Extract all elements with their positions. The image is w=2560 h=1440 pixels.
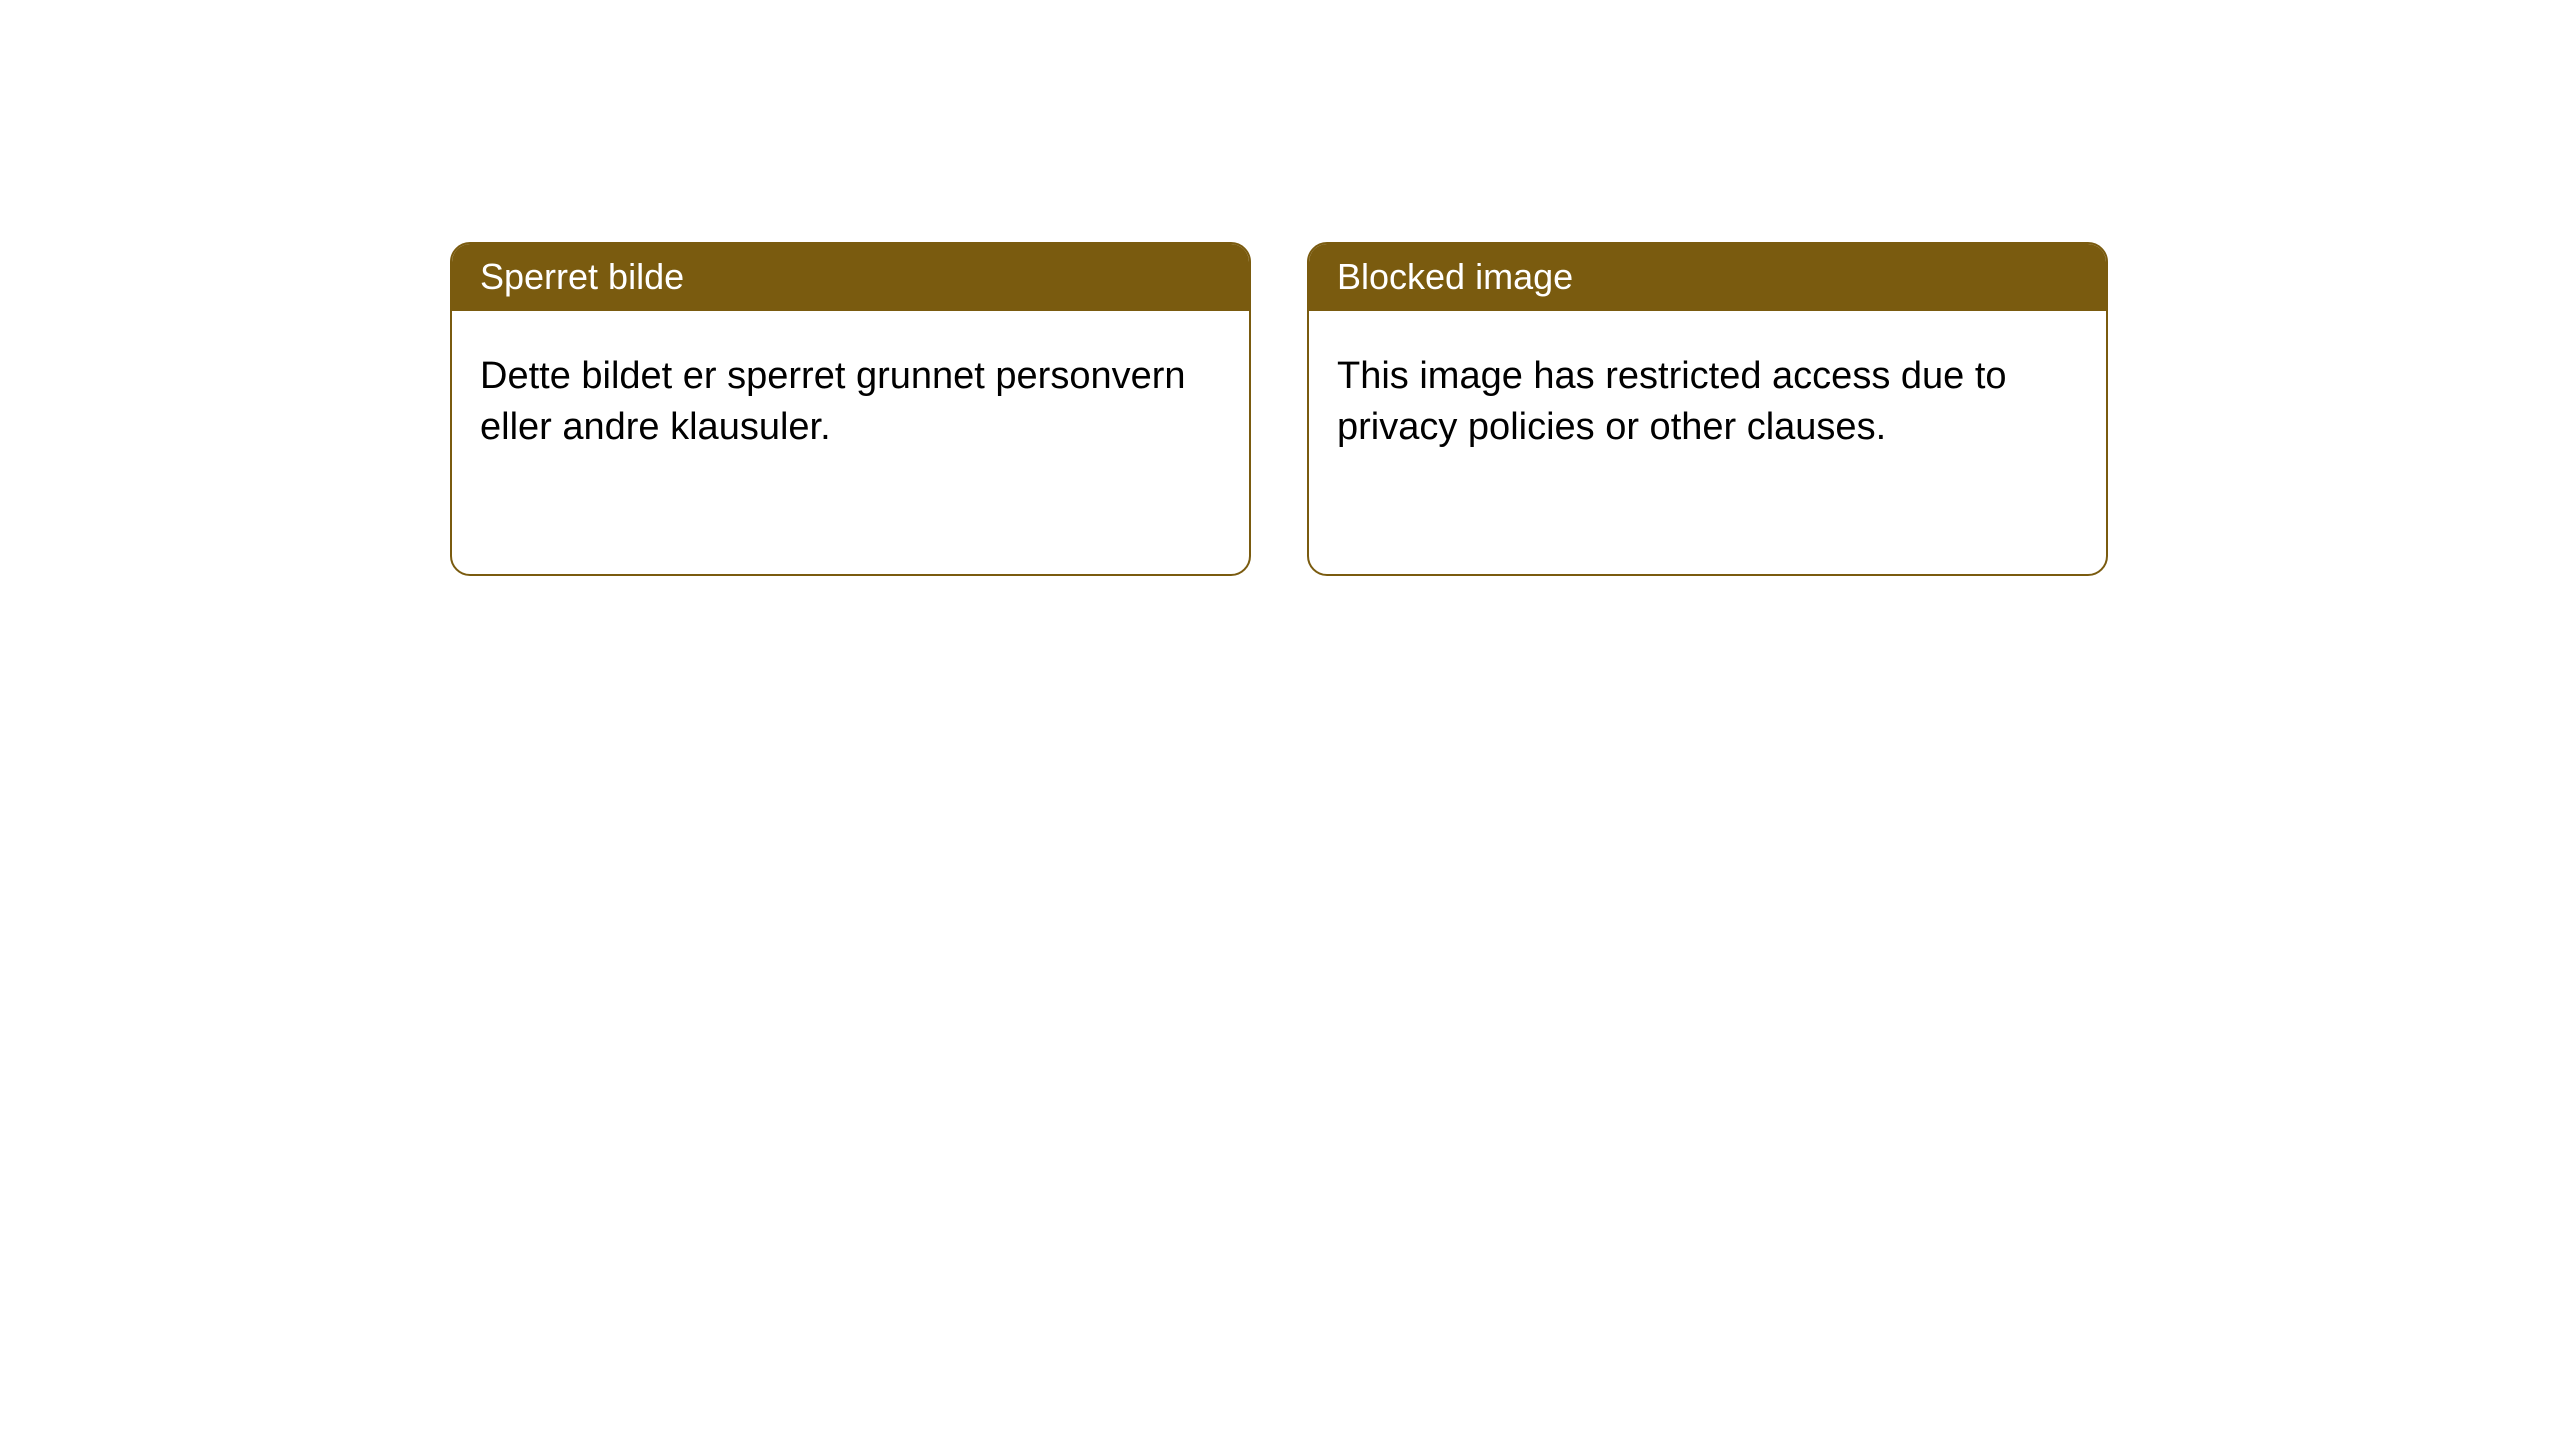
notice-card-english: Blocked image This image has restricted … — [1307, 242, 2108, 576]
notice-cards-container: Sperret bilde Dette bildet er sperret gr… — [450, 242, 2560, 576]
card-body-text: This image has restricted access due to … — [1337, 355, 2007, 448]
notice-card-norwegian: Sperret bilde Dette bildet er sperret gr… — [450, 242, 1251, 576]
card-header: Sperret bilde — [452, 244, 1249, 311]
card-body: This image has restricted access due to … — [1309, 311, 2106, 494]
card-title: Sperret bilde — [480, 256, 684, 297]
card-title: Blocked image — [1337, 256, 1573, 297]
card-body: Dette bildet er sperret grunnet personve… — [452, 311, 1249, 494]
card-body-text: Dette bildet er sperret grunnet personve… — [480, 355, 1186, 448]
card-header: Blocked image — [1309, 244, 2106, 311]
